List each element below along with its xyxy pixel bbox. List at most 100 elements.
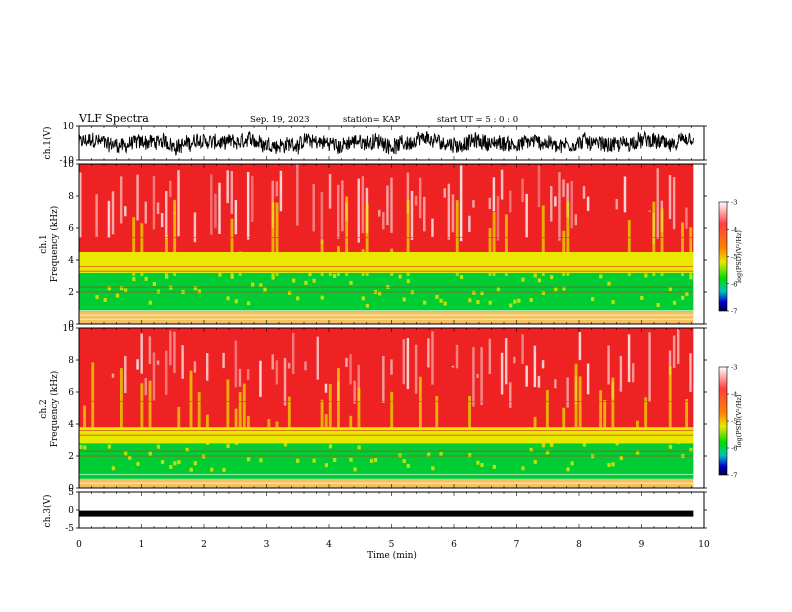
spectrogram-streak bbox=[140, 333, 143, 374]
spectrogram-streak bbox=[357, 364, 360, 402]
spectrogram-streak bbox=[668, 175, 672, 219]
spectrogram-streak bbox=[386, 185, 389, 226]
spectrogram-streak bbox=[414, 195, 418, 206]
ch1-waveform-ylabel: ch.1(V) bbox=[42, 127, 53, 160]
spectrogram-speckle bbox=[427, 452, 431, 457]
y-tick-label: 10 bbox=[63, 122, 75, 132]
spectrogram-spike bbox=[242, 383, 246, 440]
spectrogram-streak bbox=[447, 183, 451, 240]
spectrogram-spike bbox=[361, 249, 365, 276]
spectrogram-speckle bbox=[308, 272, 312, 277]
spectrogram-streak bbox=[410, 190, 414, 241]
x-tick-label: 3 bbox=[264, 540, 270, 550]
spectrogram-speckle bbox=[611, 300, 615, 305]
spectrogram-speckle bbox=[656, 436, 660, 441]
spectrogram-streak bbox=[124, 206, 127, 217]
station-label: station= KAP bbox=[343, 115, 401, 125]
spectrogram-streak bbox=[615, 199, 619, 210]
spectrogram-spike bbox=[238, 251, 242, 276]
spectrogram-speckle bbox=[521, 466, 525, 471]
spectrogram-speckle bbox=[148, 451, 152, 456]
y-tick-label: 8 bbox=[68, 356, 74, 366]
spectrogram-streak bbox=[668, 350, 672, 375]
spectrogram-spike bbox=[119, 368, 123, 440]
spectrogram-speckle bbox=[115, 293, 120, 298]
spectrogram-speckle bbox=[459, 274, 464, 279]
spectrogram-streak bbox=[144, 201, 147, 224]
spectrogram-streak bbox=[578, 331, 582, 361]
spectrogram-streak bbox=[152, 352, 156, 401]
spectrogram-streak bbox=[537, 375, 541, 388]
spectrogram-speckle bbox=[533, 459, 537, 464]
spectrogram-streak bbox=[623, 176, 627, 213]
ch1-waveform-panel: 10 -10 bbox=[60, 122, 707, 166]
spectrogram-streak bbox=[79, 172, 82, 238]
colorbar-tick-label: -3 bbox=[731, 199, 737, 207]
ch1-spectrogram-panel: 0 2 4 6 8 10 bbox=[63, 160, 707, 330]
spectrogram-speckle bbox=[398, 274, 402, 279]
spectrogram-speckle bbox=[554, 287, 558, 292]
spectrogram-speckle bbox=[615, 441, 619, 446]
spectrogram-speckle bbox=[324, 463, 329, 468]
spectrogram-spike bbox=[345, 196, 349, 276]
time-axis: 0 1 2 3 4 5 6 7 8 9 10 bbox=[76, 540, 710, 550]
spectrogram-speckle bbox=[107, 444, 111, 449]
spectrogram-streak bbox=[136, 359, 139, 370]
spectrogram-spike bbox=[234, 408, 238, 440]
spectrogram-speckle bbox=[529, 447, 533, 452]
spectrogram-speckle bbox=[234, 299, 238, 304]
spectrogram-spike bbox=[271, 202, 275, 276]
spectrogram-speckle bbox=[185, 447, 189, 452]
ch2-spectrogram-panel: 0 2 4 6 8 10 bbox=[63, 324, 707, 494]
spectrogram-speckle bbox=[472, 290, 476, 295]
colorbar-tick-label: -7 bbox=[731, 472, 737, 480]
spectrogram-streak bbox=[382, 212, 385, 230]
spectrogram-speckle bbox=[160, 459, 165, 464]
spectrogram-streak bbox=[193, 212, 197, 243]
spectrogram-speckle bbox=[566, 467, 570, 472]
spectrogram-streak bbox=[521, 334, 524, 364]
spectrogram-speckle bbox=[439, 298, 443, 303]
spectrogram-streak bbox=[152, 175, 156, 230]
spectrogram-speckle bbox=[681, 295, 685, 300]
spectrogram-spike bbox=[603, 399, 607, 440]
spectrogram-speckle bbox=[640, 295, 644, 300]
spectrogram-streak bbox=[251, 176, 254, 222]
panel-frame bbox=[78, 491, 705, 529]
spectrogram-speckle bbox=[488, 300, 492, 305]
spectrogram-streak bbox=[423, 196, 426, 232]
spectrogram-streak bbox=[472, 347, 475, 407]
spectrogram-streak bbox=[165, 191, 168, 240]
colorbar-tick-label: -5 bbox=[731, 253, 737, 261]
colorbar-tick-label: -3 bbox=[731, 364, 737, 372]
spectrogram-speckle bbox=[242, 436, 247, 441]
spectrogram-spike bbox=[140, 383, 144, 440]
spectrogram-streak bbox=[349, 354, 352, 385]
spectrogram-spike bbox=[148, 380, 152, 440]
y-tick-label: 4 bbox=[68, 256, 74, 266]
spectrogram-streak bbox=[341, 180, 344, 232]
spectrogram-speckle bbox=[541, 443, 546, 448]
spectrogram-streak bbox=[160, 213, 164, 228]
spectrogram-streak bbox=[291, 332, 295, 375]
spectrogram-streak bbox=[513, 356, 516, 364]
spectrogram-speckle bbox=[627, 438, 632, 443]
spectrogram-speckle bbox=[124, 451, 128, 456]
y-tick-label: 4 bbox=[68, 420, 74, 430]
spectrogram-speckle bbox=[152, 281, 157, 286]
spectrogram-streak bbox=[287, 362, 291, 369]
spectrogram-speckle bbox=[95, 295, 99, 300]
spectrogram-streak bbox=[345, 357, 348, 367]
spectrogram-spike bbox=[578, 376, 582, 440]
spectrogram-speckle bbox=[291, 278, 296, 283]
spectrogram-streak bbox=[586, 363, 590, 395]
spectrogram-streak bbox=[500, 352, 504, 395]
spectrogram-speckle bbox=[177, 460, 181, 465]
spectrogram-streak bbox=[672, 335, 676, 368]
spectrogram-streak bbox=[488, 197, 492, 210]
y-tick-label: 0 bbox=[68, 506, 74, 516]
spectrogram-speckle bbox=[79, 445, 83, 450]
spectrogram-streak bbox=[492, 177, 496, 212]
spectrogram-streak bbox=[312, 183, 315, 232]
